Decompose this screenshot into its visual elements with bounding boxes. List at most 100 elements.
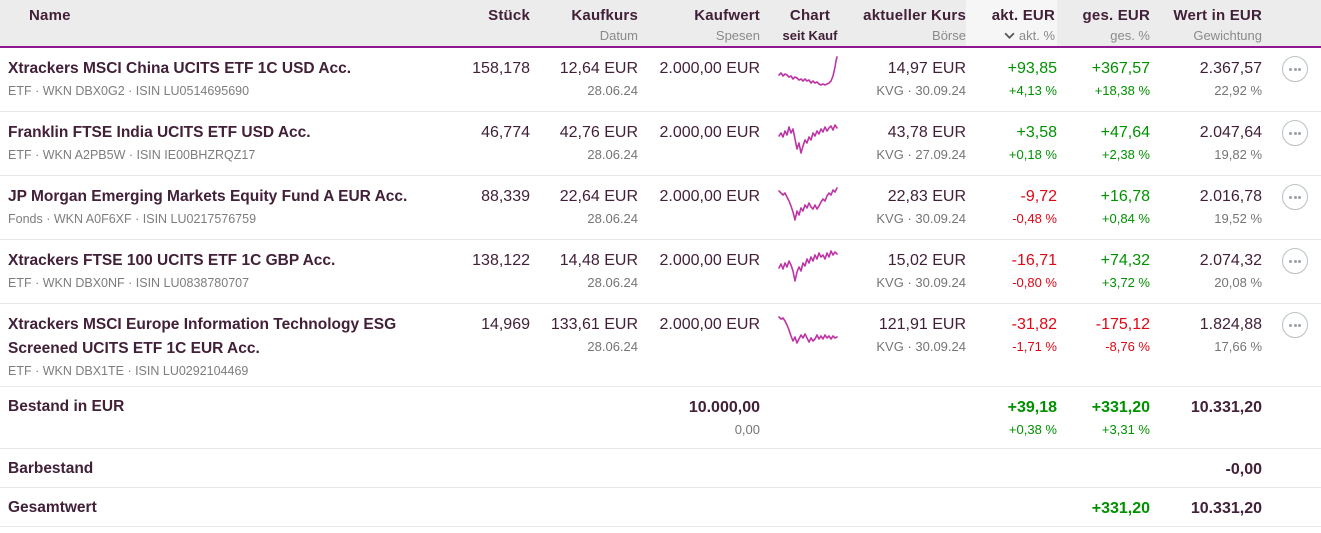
wert-value: 2.367,57 — [1199, 60, 1262, 77]
wert-value: 1.824,88 — [1199, 316, 1262, 333]
column-header-wert-in-eur[interactable]: Wert in EUR Gewichtung — [1150, 0, 1262, 46]
column-sublabel: Spesen — [715, 28, 760, 43]
sort-indicator[interactable]: akt. % — [1004, 28, 1055, 43]
table-row[interactable]: JP Morgan Emerging Markets Equity Fund A… — [0, 176, 1321, 240]
actions-cell — [1262, 240, 1321, 303]
column-header-kaufwert[interactable]: Kaufwert Spesen — [638, 0, 760, 46]
more-actions-button[interactable] — [1282, 184, 1308, 210]
position-name-link[interactable]: JP Morgan Emerging Markets Equity Fund A… — [8, 188, 408, 205]
akt-eur-cell: +93,85 +4,13 % — [966, 48, 1057, 111]
kaufwert-value: 2.000,00 EUR — [659, 124, 760, 141]
kaufkurs-cell: 14,48 EUR 28.06.24 — [530, 240, 638, 303]
column-label: Kaufkurs — [571, 7, 638, 24]
column-header-akt-eur[interactable]: akt. EUR akt. % — [966, 0, 1057, 46]
bestand-kaufwert-value: 10.000,00 — [688, 399, 760, 417]
wert-cell: 2.016,78 19,52 % — [1150, 176, 1262, 239]
akt-eur-cell: -9,72 -0,48 % — [966, 176, 1057, 239]
ges-eur-value: +74,32 — [1100, 252, 1150, 269]
bestand-akt-cell: +39,18 +0,38 % — [966, 387, 1057, 448]
actions-cell — [1262, 112, 1321, 175]
kaufkurs-value: 14,48 EUR — [559, 252, 638, 269]
bestand-wert-cell: 10.331,20 — [1150, 387, 1262, 448]
wert-cell: 2.047,64 19,82 % — [1150, 112, 1262, 175]
kaufkurs-cell: 42,76 EUR 28.06.24 — [530, 112, 638, 175]
bestand-wert-value: 10.331,20 — [1190, 399, 1262, 417]
more-actions-button[interactable] — [1282, 248, 1308, 274]
kauf-datum: 28.06.24 — [587, 83, 638, 99]
kaufwert-value: 2.000,00 EUR — [659, 60, 760, 77]
kaufwert-cell: 2.000,00 EUR — [638, 112, 760, 175]
wert-value: 2.016,78 — [1199, 188, 1262, 205]
akt-pct-value: -0,80 % — [1012, 275, 1057, 291]
wert-value: 2.074,32 — [1199, 252, 1262, 269]
kaufkurs-value: 42,76 EUR — [559, 124, 638, 141]
column-label: aktueller Kurs — [863, 7, 966, 24]
column-sublabel: seit Kauf — [782, 28, 838, 43]
column-sublabel: Gewichtung — [1193, 28, 1262, 43]
column-header-stueck[interactable]: Stück — [440, 0, 530, 46]
ges-eur-cell: +47,64 +2,38 % — [1057, 112, 1150, 175]
boerse-info: KVG · 30.09.24 — [876, 339, 966, 355]
table-row[interactable]: Xtrackers FTSE 100 UCITS ETF 1C GBP Acc.… — [0, 240, 1321, 304]
table-body: Xtrackers MSCI China UCITS ETF 1C USD Ac… — [0, 48, 1321, 528]
bestand-ges-value: +331,20 — [1091, 399, 1150, 417]
stueck-cell: 88,339 — [440, 176, 530, 239]
stueck-value: 88,339 — [481, 188, 530, 205]
position-name-link[interactable]: Xtrackers MSCI China UCITS ETF 1C USD Ac… — [8, 60, 352, 77]
kaufwert-value: 2.000,00 EUR — [659, 188, 760, 205]
barbestand-wert-value: -0,00 — [1225, 461, 1262, 479]
bestand-row: Bestand in EUR 10.000,00 0,00 +39,18 +0,… — [0, 387, 1321, 450]
position-name-link[interactable]: Xtrackers MSCI Europe Information Techno… — [8, 316, 397, 358]
akt-pct-value: +4,13 % — [1008, 83, 1057, 99]
column-header-name[interactable]: Name — [0, 0, 440, 46]
column-header-chart[interactable]: Chart seit Kauf — [760, 0, 860, 46]
aktueller-kurs-value: 14,97 EUR — [887, 60, 966, 77]
column-header-aktueller-kurs[interactable]: aktueller Kurs Börse — [860, 0, 966, 46]
stueck-value: 46,774 — [481, 124, 530, 141]
aktueller-kurs-cell: 14,97 EUR KVG · 30.09.24 — [860, 48, 966, 111]
bestand-akt-pct: +0,38 % — [1008, 422, 1057, 438]
gewichtung-value: 19,82 % — [1214, 147, 1262, 163]
more-actions-button[interactable] — [1282, 120, 1308, 146]
column-header-kaufkurs[interactable]: Kaufkurs Datum — [530, 0, 638, 46]
kaufkurs-cell: 133,61 EUR 28.06.24 — [530, 304, 638, 386]
aktueller-kurs-cell: 43,78 EUR KVG · 27.09.24 — [860, 112, 966, 175]
stueck-value: 14,969 — [481, 316, 530, 333]
position-name-link[interactable]: Franklin FTSE India UCITS ETF USD Acc. — [8, 124, 311, 141]
boerse-info: KVG · 27.09.24 — [876, 147, 966, 163]
akt-eur-value: -16,71 — [1011, 252, 1057, 269]
actions-cell — [1262, 48, 1321, 111]
barbestand-row: Barbestand -0,00 — [0, 449, 1321, 489]
gewichtung-value: 17,66 % — [1214, 339, 1262, 355]
position-name-link[interactable]: Xtrackers FTSE 100 UCITS ETF 1C GBP Acc. — [8, 252, 336, 269]
aktueller-kurs-value: 121,91 EUR — [878, 316, 966, 333]
column-label: Name — [29, 7, 71, 24]
kaufwert-cell: 2.000,00 EUR — [638, 176, 760, 239]
sparkline-chart — [778, 56, 838, 86]
gesamtwert-ges-value: +331,20 — [1091, 500, 1150, 518]
ges-eur-cell: +74,32 +3,72 % — [1057, 240, 1150, 303]
kaufkurs-value: 133,61 EUR — [550, 316, 638, 333]
akt-eur-value: -31,82 — [1011, 316, 1057, 333]
table-row[interactable]: Xtrackers MSCI Europe Information Techno… — [0, 304, 1321, 388]
sparkline-chart — [778, 124, 838, 154]
gesamtwert-wert-cell: 10.331,20 — [1150, 488, 1262, 526]
sparkline-chart — [778, 250, 838, 282]
table-row[interactable]: Franklin FTSE India UCITS ETF USD Acc. E… — [0, 112, 1321, 176]
ges-eur-value: +367,57 — [1091, 60, 1150, 77]
barbestand-label: Barbestand — [8, 460, 94, 478]
column-label: Stück — [488, 7, 530, 24]
column-header-ges-eur[interactable]: ges. EUR ges. % — [1057, 0, 1150, 46]
aktueller-kurs-cell: 22,83 EUR KVG · 30.09.24 — [860, 176, 966, 239]
boerse-info: KVG · 30.09.24 — [876, 83, 966, 99]
gesamtwert-wert-value: 10.331,20 — [1190, 500, 1262, 518]
kaufkurs-value: 12,64 EUR — [559, 60, 638, 77]
kaufwert-cell: 2.000,00 EUR — [638, 304, 760, 386]
ellipsis-icon — [1289, 259, 1292, 263]
more-actions-button[interactable] — [1282, 312, 1308, 338]
wert-cell: 2.367,57 22,92 % — [1150, 48, 1262, 111]
more-actions-button[interactable] — [1282, 56, 1308, 82]
table-row[interactable]: Xtrackers MSCI China UCITS ETF 1C USD Ac… — [0, 48, 1321, 112]
column-sublabel: Datum — [599, 28, 638, 43]
